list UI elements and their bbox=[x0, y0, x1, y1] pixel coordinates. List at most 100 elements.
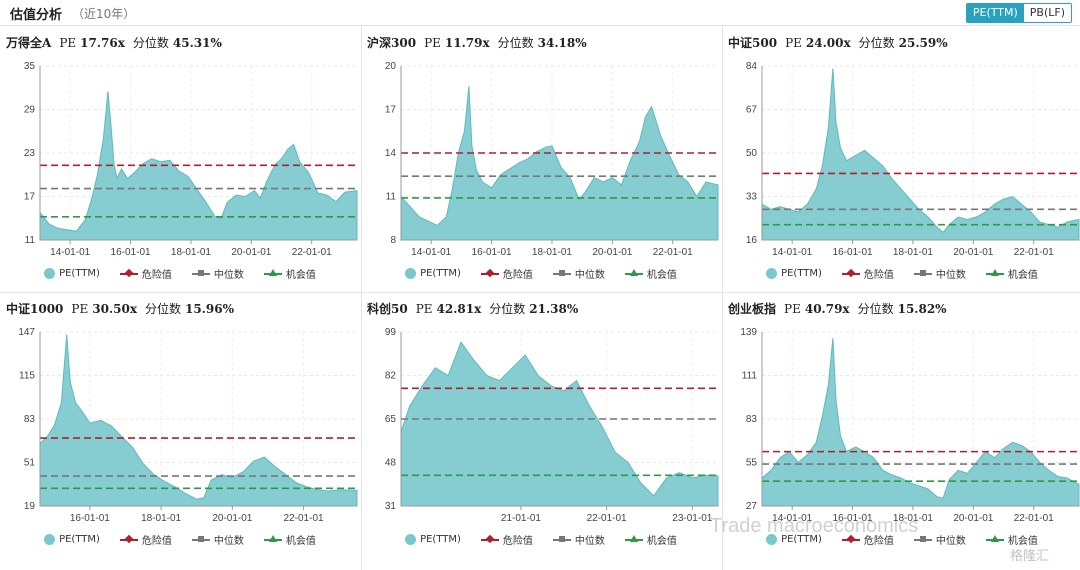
x-tick-label: 20-01-01 bbox=[953, 513, 993, 524]
y-tick-label: 50 bbox=[746, 148, 758, 159]
legend-label: 危险值 bbox=[502, 270, 533, 281]
legend-opportunity[interactable]: 机会值 bbox=[985, 266, 1038, 281]
legend-square-icon bbox=[552, 535, 571, 542]
y-tick-label: 27 bbox=[746, 501, 758, 512]
x-tick-label: 22-01-01 bbox=[587, 513, 627, 524]
pe-chart: 27 55 83 111 139 14-01-01 16-01-01 18-01-01 20-0… bbox=[740, 327, 1080, 524]
legend-median[interactable]: 中位数 bbox=[552, 266, 605, 281]
percentile-value: 15.82% bbox=[897, 302, 947, 316]
pe-area-series bbox=[761, 68, 1080, 241]
x-tick-label: 20-01-01 bbox=[592, 247, 632, 258]
legend-opportunity[interactable]: 机会值 bbox=[263, 266, 316, 281]
x-tick-label: 16-01-01 bbox=[472, 247, 512, 258]
legend-opportunity[interactable]: 机会值 bbox=[985, 532, 1038, 547]
legend-median[interactable]: 中位数 bbox=[913, 266, 966, 281]
y-tick-label: 31 bbox=[385, 501, 397, 512]
y-tick-label: 99 bbox=[385, 327, 397, 338]
toggle-pe-ttm[interactable]: PE(TTM) bbox=[966, 4, 1024, 22]
y-tick-label: 8 bbox=[390, 235, 396, 246]
panel-title: 中证1000 PE 30.50x 分位数 15.96% bbox=[6, 300, 242, 317]
pe-value: 11.79x bbox=[444, 36, 490, 50]
pe-area-series bbox=[39, 91, 358, 241]
legend-danger[interactable]: 危险值 bbox=[119, 266, 172, 281]
legend-danger[interactable]: 危险值 bbox=[119, 532, 172, 547]
legend-diamond-icon bbox=[841, 268, 860, 277]
legend-danger[interactable]: 危险值 bbox=[841, 532, 894, 547]
chart-legend: PE(TTM) 危险值 中位数 机会值 bbox=[361, 532, 721, 547]
legend-pe-ttm[interactable]: PE(TTM) bbox=[405, 532, 461, 547]
legend-circle-icon bbox=[44, 534, 56, 545]
legend-label: 中位数 bbox=[574, 536, 605, 547]
column-divider bbox=[722, 26, 723, 570]
pe-value: 30.50x bbox=[92, 302, 137, 316]
pe-label: PE bbox=[59, 36, 77, 50]
legend-square-icon bbox=[552, 269, 571, 276]
chart-legend: PE(TTM) 危险值 中位数 机会值 bbox=[0, 266, 360, 281]
index-name: 沪深300 bbox=[367, 36, 417, 50]
legend-label: 机会值 bbox=[285, 536, 316, 547]
page-header: 估值分析 （近10年） PE(TTM) PB(LF) bbox=[0, 0, 1080, 26]
pe-label: PE bbox=[784, 302, 801, 316]
y-tick-label: 35 bbox=[24, 61, 36, 72]
y-tick-label: 84 bbox=[746, 61, 758, 72]
legend-median[interactable]: 中位数 bbox=[191, 532, 244, 547]
legend-label: 中位数 bbox=[935, 270, 966, 281]
y-tick-label: 147 bbox=[18, 327, 35, 338]
legend-triangle-icon bbox=[263, 534, 282, 542]
panel-title: 创业板指 PE 40.79x 分位数 15.82% bbox=[728, 300, 955, 317]
toggle-pb-lf[interactable]: PB(LF) bbox=[1023, 4, 1071, 22]
y-tick-label: 51 bbox=[24, 458, 36, 469]
y-tick-label: 14 bbox=[385, 148, 397, 159]
legend-median[interactable]: 中位数 bbox=[552, 532, 605, 547]
legend-label: PE(TTM) bbox=[781, 534, 822, 545]
x-tick-label: 22-01-01 bbox=[284, 513, 324, 524]
legend-label: 危险值 bbox=[863, 536, 894, 547]
y-tick-label: 67 bbox=[746, 105, 758, 116]
chart-legend: PE(TTM) 危险值 中位数 机会值 bbox=[722, 532, 1080, 547]
panel-title: 万得全A PE 17.76x 分位数 45.31% bbox=[6, 34, 230, 51]
legend-median[interactable]: 中位数 bbox=[191, 266, 244, 281]
legend-opportunity[interactable]: 机会值 bbox=[624, 266, 677, 281]
x-tick-label: 16-01-01 bbox=[70, 513, 110, 524]
valuation-panel: 中证1000 PE 30.50x 分位数 15.96% 19 51 83 115 147 16-01… bbox=[0, 294, 360, 556]
legend-pe-ttm[interactable]: PE(TTM) bbox=[405, 266, 461, 281]
column-divider bbox=[361, 26, 362, 570]
chart-legend: PE(TTM) 危险值 中位数 机会值 bbox=[722, 266, 1080, 281]
legend-diamond-icon bbox=[119, 268, 138, 277]
y-tick-label: 139 bbox=[740, 327, 757, 338]
legend-label: 机会值 bbox=[1007, 270, 1038, 281]
legend-label: PE(TTM) bbox=[420, 268, 461, 279]
legend-opportunity[interactable]: 机会值 bbox=[263, 532, 316, 547]
legend-pe-ttm[interactable]: PE(TTM) bbox=[766, 266, 822, 281]
legend-pe-ttm[interactable]: PE(TTM) bbox=[44, 266, 100, 281]
legend-triangle-icon bbox=[263, 268, 282, 276]
percentile-label: 分位数 bbox=[858, 36, 895, 50]
x-tick-label: 22-01-01 bbox=[292, 247, 332, 258]
x-tick-label: 22-01-01 bbox=[1014, 247, 1054, 258]
y-tick-label: 83 bbox=[24, 414, 36, 425]
valuation-panel: 沪深300 PE 11.79x 分位数 34.18% 8 11 14 17 20 14-01-01 1… bbox=[361, 28, 721, 290]
legend-median[interactable]: 中位数 bbox=[913, 532, 966, 547]
percentile-label: 分位数 bbox=[489, 302, 526, 316]
y-tick-label: 17 bbox=[24, 192, 36, 203]
legend-label: 机会值 bbox=[646, 536, 677, 547]
percentile-label: 分位数 bbox=[144, 302, 181, 316]
pe-label: PE bbox=[71, 302, 89, 316]
panel-title: 中证500 PE 24.00x 分位数 25.59% bbox=[728, 34, 956, 51]
legend-pe-ttm[interactable]: PE(TTM) bbox=[766, 532, 822, 547]
x-tick-label: 18-01-01 bbox=[893, 247, 933, 258]
y-tick-label: 82 bbox=[385, 371, 397, 382]
legend-danger[interactable]: 危险值 bbox=[480, 266, 533, 281]
legend-circle-icon bbox=[44, 268, 56, 279]
legend-pe-ttm[interactable]: PE(TTM) bbox=[44, 532, 100, 547]
legend-danger[interactable]: 危险值 bbox=[480, 532, 533, 547]
legend-danger[interactable]: 危险值 bbox=[841, 266, 894, 281]
percentile-value: 34.18% bbox=[537, 36, 587, 50]
x-tick-label: 16-01-01 bbox=[833, 513, 873, 524]
x-tick-label: 21-01-01 bbox=[501, 513, 541, 524]
percentile-value: 45.31% bbox=[172, 36, 222, 50]
legend-opportunity[interactable]: 机会值 bbox=[624, 532, 677, 547]
pe-chart: 8 11 14 17 20 14-01-01 16-01-01 18-01-01 20-01-0… bbox=[385, 61, 719, 258]
chart-legend: PE(TTM) 危险值 中位数 机会值 bbox=[361, 266, 721, 281]
x-tick-label: 20-01-01 bbox=[231, 247, 271, 258]
